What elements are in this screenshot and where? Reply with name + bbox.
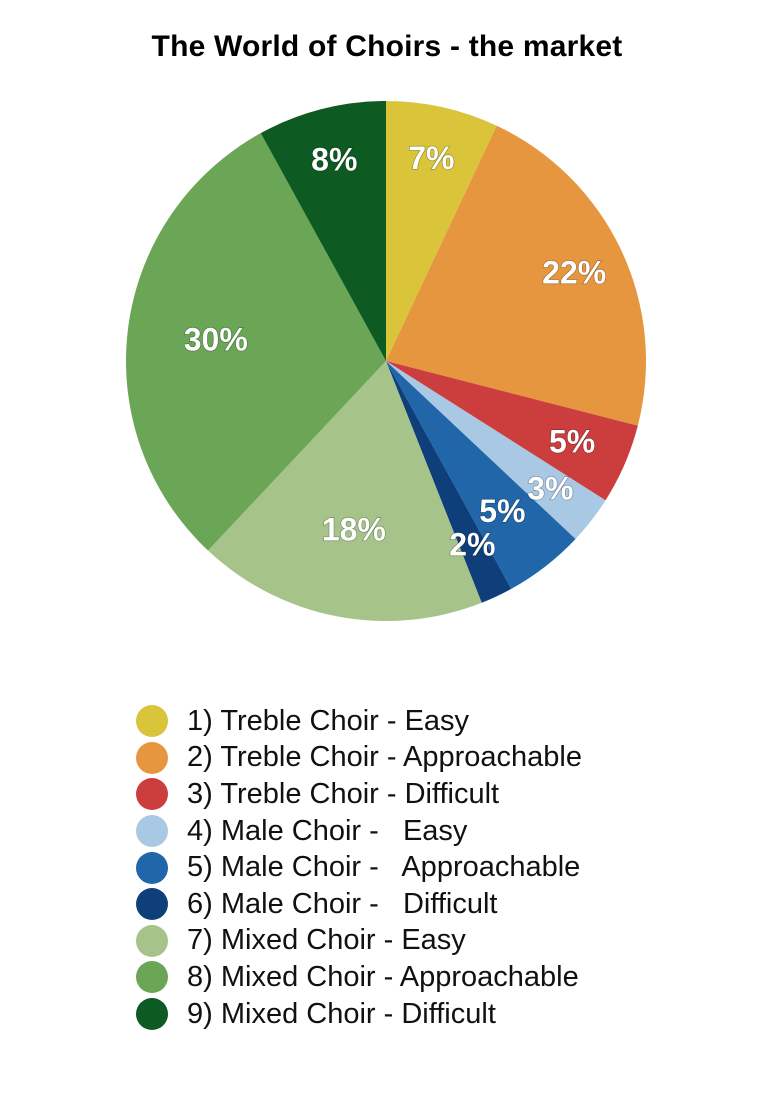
- legend: 1) Treble Choir - Easy 2) Treble Choir - …: [136, 703, 756, 1032]
- legend-item-2: 2) Treble Choir - Approachable: [136, 740, 756, 777]
- pie-slice-9: [260, 101, 386, 361]
- legend-swatch-3: [136, 778, 168, 811]
- slice-label-2: 22%: [542, 254, 606, 290]
- legend-swatch-5: [136, 851, 168, 884]
- legend-label-6: 6) Male Choir - Difficult: [187, 887, 498, 920]
- legend-swatch-6: [136, 888, 168, 921]
- legend-swatch-1: [136, 705, 168, 738]
- legend-swatch-8: [136, 961, 168, 994]
- slice-label-1: 7%: [408, 140, 454, 176]
- legend-item-8: 8) Mixed Choir - Approachable: [136, 959, 756, 996]
- slice-label-3: 5%: [549, 424, 595, 460]
- legend-label-3: 3) Treble Choir - Difficult: [187, 777, 500, 810]
- legend-label-5: 5) Male Choir - Approachable: [187, 851, 581, 884]
- slice-label-6: 2%: [449, 526, 495, 562]
- pie-slice-6: [386, 361, 512, 603]
- legend-item-9: 9) Mixed Choir - Difficult: [136, 996, 756, 1033]
- pie-slice-4: [386, 361, 606, 539]
- pie-slices: [125, 101, 646, 621]
- legend-swatch-7: [136, 924, 168, 957]
- pie-slice-5: [386, 361, 576, 589]
- pie-slice-1: [386, 101, 497, 361]
- legend-item-5: 5) Male Choir - Approachable: [136, 849, 756, 886]
- legend-swatch-2: [136, 741, 168, 774]
- legend-item-4: 4) Male Choir - Easy: [136, 813, 756, 850]
- legend-label-2: 2) Treble Choir - Approachable: [187, 741, 582, 774]
- legend-label-1: 1) Treble Choir - Easy: [187, 704, 470, 737]
- legend-item-7: 7) Mixed Choir - Easy: [136, 923, 756, 960]
- legend-label-9: 9) Mixed Choir - Difficult: [187, 997, 496, 1030]
- slice-label-5: 5%: [479, 493, 525, 529]
- slice-label-8: 30%: [184, 321, 248, 357]
- pie-slice-3: [386, 361, 638, 501]
- pie-chart: 7%22%5%3%5%2%18%30%8%: [125, 101, 646, 621]
- legend-item-3: 3) Treble Choir - Difficult: [136, 776, 756, 813]
- legend-label-7: 7) Mixed Choir - Easy: [187, 924, 466, 957]
- pie-slice-2: [386, 125, 646, 426]
- legend-label-4: 4) Male Choir - Easy: [187, 814, 468, 847]
- legend-item-6: 6) Male Choir - Difficult: [136, 886, 756, 923]
- slice-label-9: 8%: [311, 142, 357, 178]
- legend-swatch-9: [136, 998, 168, 1031]
- chart-title: The World of Choirs - the market: [151, 30, 623, 63]
- legend-label-8: 8) Mixed Choir - Approachable: [187, 960, 579, 993]
- slice-label-4: 3%: [527, 470, 573, 506]
- pie-labels: 7%22%5%3%5%2%18%30%8%: [183, 139, 607, 563]
- legend-swatch-4: [136, 815, 168, 848]
- pie-slice-8: [125, 133, 387, 551]
- pie-slice-7: [208, 361, 482, 621]
- legend-item-1: 1) Treble Choir - Easy: [136, 703, 756, 740]
- slice-label-7: 18%: [322, 512, 386, 548]
